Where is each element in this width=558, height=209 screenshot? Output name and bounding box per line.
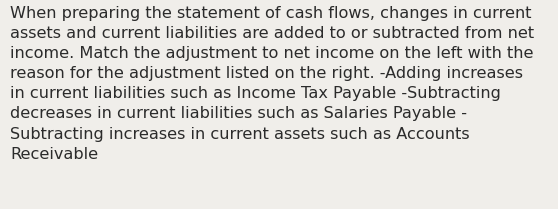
Text: When preparing the statement of cash flows, changes in current
assets and curren: When preparing the statement of cash flo…	[10, 6, 534, 162]
